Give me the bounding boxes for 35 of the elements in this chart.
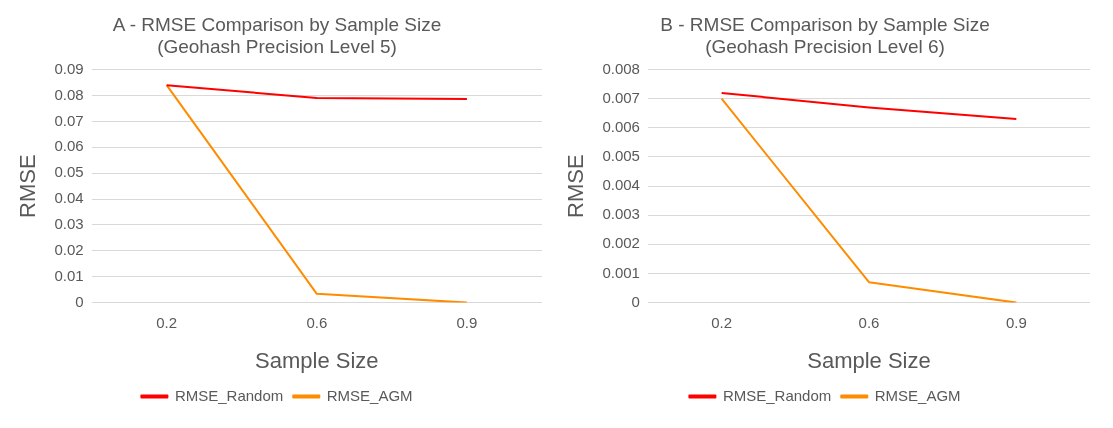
legend-label: RMSE_Random [722,386,832,404]
y-tick-label: 0.01 [54,266,84,284]
legend-label: RMSE_AGM [874,386,961,404]
y-tick-label: 0.004 [602,176,640,194]
x-tick-label: 0.9 [456,313,478,331]
x-tick-label: 0.9 [1005,313,1027,331]
y-tick-label: 0.05 [54,163,84,181]
y-axis-title: RMSE [563,154,589,218]
y-tick-label: 0.08 [54,85,84,103]
y-tick-label: 0.001 [602,263,640,281]
y-tick-label: 0 [631,292,640,310]
y-tick-label: 0.09 [54,59,84,77]
y-tick-label: 0.006 [602,117,640,135]
y-tick-label: 0.03 [54,215,84,233]
x-tick-label: 0.2 [156,313,178,331]
x-tick-label: 0.6 [306,313,328,331]
x-axis-title: Sample Size [255,347,379,373]
y-tick-label: 0.005 [602,147,640,165]
legend-label: RMSE_AGM [326,386,413,404]
x-tick-label: 0.2 [711,313,733,331]
chart-title: B - RMSE Comparison by Sample Size (Geohash Precision Level 6) [660,13,990,58]
y-tick-label: 0.002 [602,234,640,252]
y-tick-label: 0.02 [54,240,84,258]
y-tick-label: 0.04 [54,189,84,207]
y-tick-label: 0 [75,292,84,310]
y-axis-title: RMSE [15,154,41,218]
y-tick-label: 0.07 [54,111,84,129]
y-tick-label: 0.008 [602,59,640,77]
y-tick-label: 0.007 [602,88,640,106]
y-tick-label: 0.003 [602,205,640,223]
x-tick-label: 0.6 [858,313,880,331]
chart-title: A - RMSE Comparison by Sample Size (Geohash Precision Level 5) [112,13,442,58]
x-axis-title: Sample Size [807,347,931,373]
legend-label: RMSE_Random [174,386,284,404]
y-tick-label: 0.06 [54,137,84,155]
